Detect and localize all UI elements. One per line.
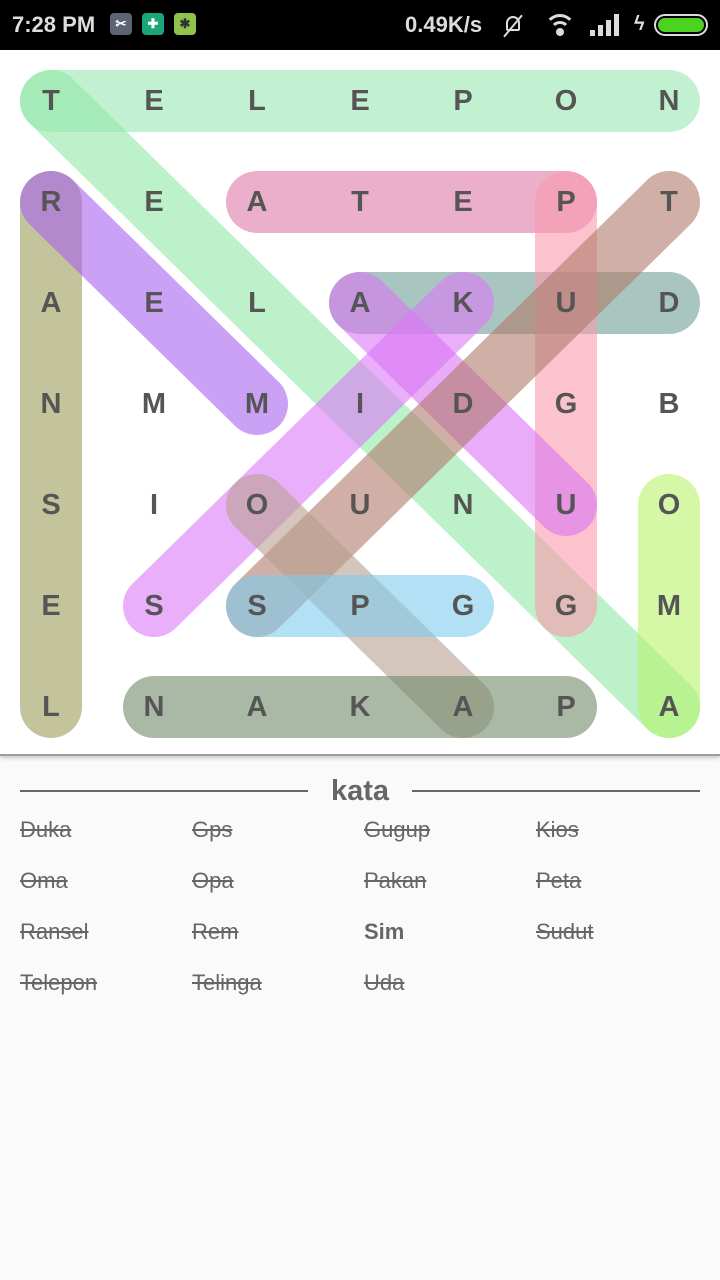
letter-cell[interactable]: E — [144, 287, 164, 319]
letter-cell[interactable]: B — [658, 388, 680, 420]
letter-cell[interactable]: N — [40, 388, 62, 420]
letter-cell[interactable]: A — [349, 287, 371, 319]
letter-cell[interactable]: U — [555, 489, 577, 521]
letter-cell[interactable]: G — [451, 590, 475, 622]
letter-cell[interactable]: I — [149, 489, 159, 521]
word-item: Telinga — [192, 970, 262, 995]
highlight-rem — [20, 171, 288, 435]
word-item: Rem — [192, 919, 239, 944]
battery-icon — [654, 14, 708, 36]
letter-cell[interactable]: I — [355, 388, 365, 420]
letter-cell[interactable]: M — [141, 388, 167, 420]
word-item: Sim — [364, 919, 405, 944]
word-item: Pakan — [364, 868, 427, 893]
letter-cell[interactable]: O — [657, 489, 681, 521]
word-list-header: kata — [20, 775, 700, 811]
letter-cell[interactable]: D — [452, 388, 474, 420]
net-speed: 0.49K/s — [405, 12, 483, 37]
word-item: Uda — [364, 970, 405, 995]
word-item: Sudut — [536, 919, 594, 944]
letter-cell[interactable]: A — [40, 287, 62, 319]
word-item: Oma — [20, 868, 68, 893]
mute-icon — [500, 13, 526, 38]
letter-cell[interactable]: R — [40, 186, 62, 218]
divider — [20, 790, 308, 792]
word-item: Duka — [20, 817, 72, 842]
letter-cell[interactable]: G — [554, 590, 578, 622]
word-item: Opa — [192, 868, 234, 893]
letter-cell[interactable]: P — [556, 186, 576, 218]
clock: 7:28 PM — [12, 12, 96, 37]
letter-cell[interactable]: N — [658, 85, 680, 117]
word-item: Telepon — [20, 970, 98, 995]
letter-cell[interactable]: P — [453, 85, 473, 117]
letter-cell[interactable]: N — [143, 691, 165, 723]
wifi-icon — [544, 12, 576, 38]
word-search-board[interactable]: T E L E P O N R E A T E P T A E L A K U D N M M I D G B S I O U N U O E S S P G… — [0, 50, 720, 756]
highlight-layer — [20, 70, 700, 738]
letter-cell[interactable]: A — [246, 186, 268, 218]
letter-cell[interactable]: E — [453, 186, 473, 218]
letter-cell[interactable]: A — [246, 691, 268, 723]
letter-cell[interactable]: A — [452, 691, 474, 723]
letter-cell[interactable]: M — [244, 388, 270, 420]
letter-cell[interactable]: M — [656, 590, 682, 622]
status-bar: 7:28 PM ✂ ✚ ✱ 0.49K/s ϟ — [0, 0, 720, 50]
signal-icon — [590, 14, 622, 36]
charging-icon: ϟ — [634, 13, 645, 35]
letter-cell[interactable]: T — [660, 186, 678, 218]
letter-cell[interactable]: A — [658, 691, 680, 723]
letter-cell[interactable]: E — [144, 186, 164, 218]
letter-cell[interactable]: O — [554, 85, 578, 117]
letter-cell[interactable]: D — [658, 287, 680, 319]
letter-cell[interactable]: L — [42, 691, 60, 723]
letter-cell[interactable]: P — [556, 691, 576, 723]
letter-cell[interactable]: E — [144, 85, 164, 117]
word-item: Peta — [536, 868, 582, 893]
word-list-title: kata — [330, 775, 390, 807]
letter-cell[interactable]: T — [42, 85, 60, 117]
word-item: Kios — [536, 817, 579, 842]
letter-cell[interactable]: S — [41, 489, 61, 521]
letter-cell[interactable]: U — [555, 287, 577, 319]
letter-cell[interactable]: K — [452, 287, 474, 319]
letter-cell[interactable]: S — [247, 590, 267, 622]
letter-cell[interactable]: N — [452, 489, 474, 521]
letter-cell[interactable]: T — [351, 186, 369, 218]
scissors-app-icon: ✂ — [110, 13, 132, 35]
word-item: Gugup — [364, 817, 431, 842]
letter-cell[interactable]: K — [349, 691, 371, 723]
letter-cell[interactable]: P — [350, 590, 370, 622]
letter-cell[interactable]: E — [41, 590, 61, 622]
letter-cell[interactable]: G — [554, 388, 578, 420]
letter-cell[interactable]: L — [248, 287, 266, 319]
letter-cell[interactable]: E — [350, 85, 370, 117]
letter-cell[interactable]: S — [144, 590, 164, 622]
letter-cell[interactable]: U — [349, 489, 371, 521]
letter-cell[interactable]: O — [245, 489, 269, 521]
bug-app-icon: ✱ — [174, 13, 196, 35]
letter-cell[interactable]: L — [248, 85, 266, 117]
divider — [412, 790, 700, 792]
word-item: Ransel — [20, 919, 89, 944]
word-item: Gps — [192, 817, 233, 842]
shield-app-icon: ✚ — [142, 13, 164, 35]
